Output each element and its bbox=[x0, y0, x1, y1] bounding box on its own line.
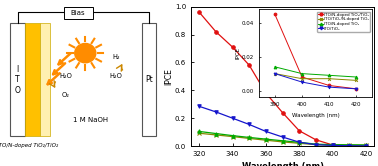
Text: H₂: H₂ bbox=[112, 54, 120, 60]
Text: Bias: Bias bbox=[71, 10, 85, 16]
Bar bbox=[10, 23, 25, 136]
Text: Pt: Pt bbox=[145, 75, 153, 84]
Text: I
T
O: I T O bbox=[15, 65, 21, 95]
Bar bbox=[64, 7, 93, 19]
Bar bbox=[141, 23, 156, 136]
Text: H₂O: H₂O bbox=[110, 73, 122, 79]
Bar bbox=[25, 23, 40, 136]
Text: O₂: O₂ bbox=[61, 92, 69, 98]
X-axis label: Wavelength (nm): Wavelength (nm) bbox=[242, 163, 324, 166]
Text: 1 M NaOH: 1 M NaOH bbox=[73, 117, 108, 123]
Circle shape bbox=[75, 43, 96, 63]
Text: H₂O: H₂O bbox=[59, 73, 72, 79]
Text: ITO/N-doped TiO₂/TiO₂: ITO/N-doped TiO₂/TiO₂ bbox=[0, 143, 58, 148]
Y-axis label: IPCE: IPCE bbox=[164, 68, 174, 85]
Bar bbox=[40, 23, 50, 136]
